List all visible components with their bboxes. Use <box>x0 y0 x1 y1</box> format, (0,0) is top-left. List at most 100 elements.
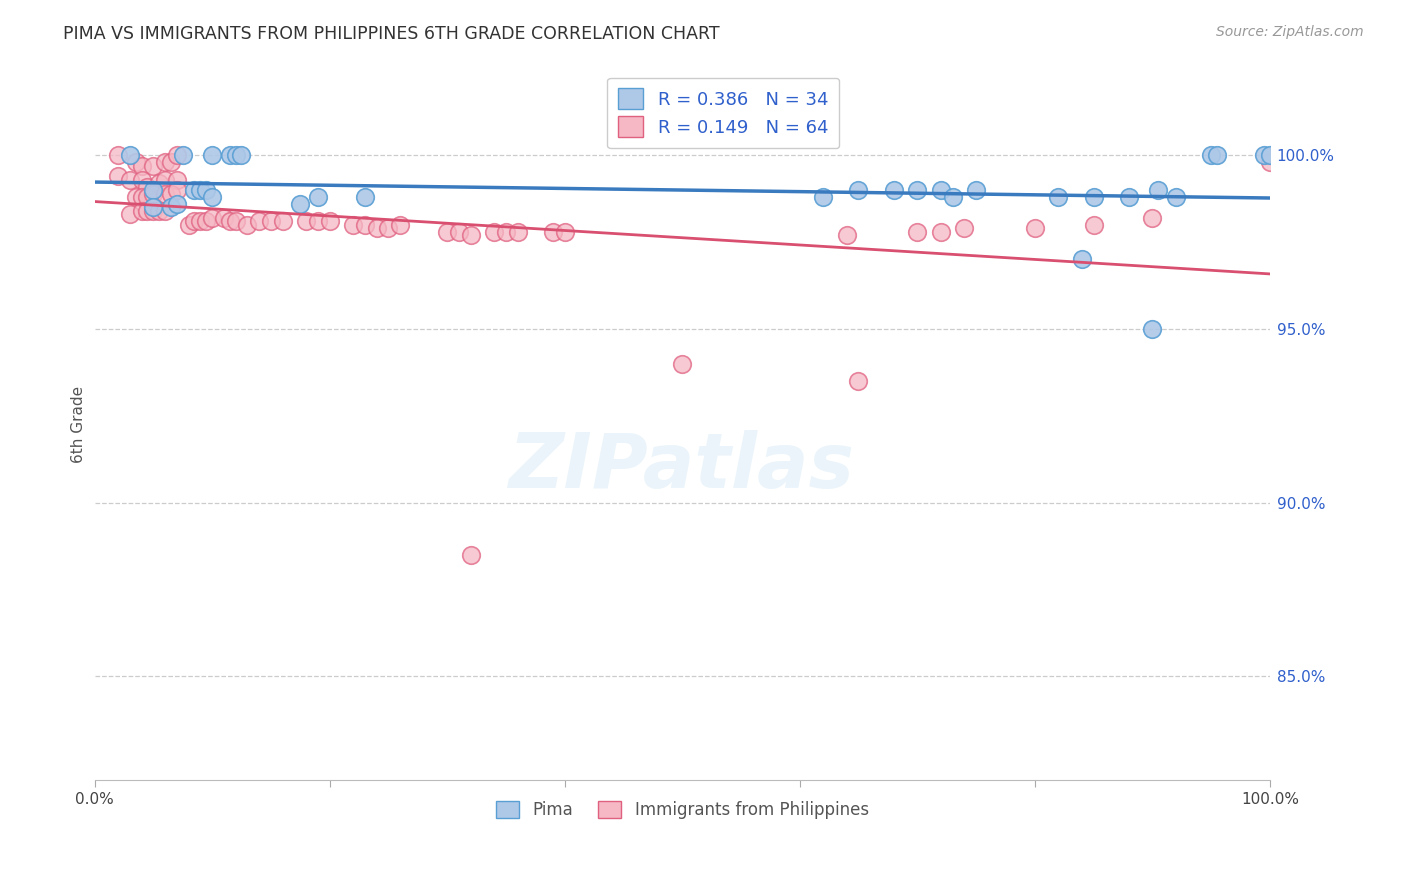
Point <box>218 148 240 162</box>
Point <box>166 197 188 211</box>
Point <box>1199 148 1222 162</box>
Point <box>941 190 963 204</box>
Point <box>307 190 329 204</box>
Point <box>436 225 458 239</box>
Point <box>236 218 259 232</box>
Point <box>183 214 205 228</box>
Point <box>342 218 364 232</box>
Point <box>482 225 505 239</box>
Point <box>131 190 153 204</box>
Point <box>366 221 388 235</box>
Point <box>166 148 188 162</box>
Point <box>460 548 482 562</box>
Point <box>166 172 188 186</box>
Point <box>813 190 835 204</box>
Point <box>125 190 148 204</box>
Point <box>142 203 165 218</box>
Point <box>201 148 224 162</box>
Point <box>153 172 176 186</box>
Point <box>883 183 905 197</box>
Point <box>290 197 312 211</box>
Point <box>142 159 165 173</box>
Point <box>1142 322 1164 336</box>
Point <box>295 214 318 228</box>
Point <box>136 179 159 194</box>
Point <box>177 218 200 232</box>
Point <box>1147 183 1170 197</box>
Point <box>1253 148 1275 162</box>
Point <box>142 183 165 197</box>
Point <box>965 183 987 197</box>
Point <box>201 211 224 225</box>
Point <box>495 225 517 239</box>
Point <box>153 186 176 201</box>
Point <box>153 203 176 218</box>
Point <box>260 214 283 228</box>
Point <box>131 159 153 173</box>
Point <box>307 214 329 228</box>
Point <box>848 374 870 388</box>
Point <box>905 225 928 239</box>
Point <box>1083 218 1105 232</box>
Point <box>953 221 976 235</box>
Point <box>541 225 564 239</box>
Point <box>160 155 183 169</box>
Point <box>354 190 377 204</box>
Point <box>389 218 412 232</box>
Point <box>166 183 188 197</box>
Point <box>195 214 218 228</box>
Point <box>1206 148 1229 162</box>
Point <box>1024 221 1046 235</box>
Point <box>506 225 529 239</box>
Point <box>905 183 928 197</box>
Point <box>125 155 148 169</box>
Point <box>142 201 165 215</box>
Point <box>1142 211 1164 225</box>
Y-axis label: 6th Grade: 6th Grade <box>72 386 86 463</box>
Point <box>225 148 247 162</box>
Point <box>160 201 183 215</box>
Point <box>148 203 170 218</box>
Point <box>107 148 129 162</box>
Point <box>460 228 482 243</box>
Point <box>107 169 129 183</box>
Point <box>1164 190 1187 204</box>
Point <box>183 183 205 197</box>
Point <box>212 211 235 225</box>
Point <box>136 203 159 218</box>
Point <box>231 148 253 162</box>
Point <box>671 357 693 371</box>
Point <box>835 228 858 243</box>
Point <box>1070 252 1092 267</box>
Point <box>247 214 270 228</box>
Point <box>1258 148 1281 162</box>
Point <box>188 214 211 228</box>
Point <box>929 225 952 239</box>
Point <box>148 176 170 190</box>
Point <box>136 190 159 204</box>
Legend: Pima, Immigrants from Philippines: Pima, Immigrants from Philippines <box>489 794 876 825</box>
Text: Source: ZipAtlas.com: Source: ZipAtlas.com <box>1216 25 1364 39</box>
Point <box>218 214 240 228</box>
Point <box>118 172 141 186</box>
Point <box>201 190 224 204</box>
Point <box>131 203 153 218</box>
Point <box>172 148 194 162</box>
Point <box>848 183 870 197</box>
Point <box>271 214 294 228</box>
Point <box>225 214 247 228</box>
Text: PIMA VS IMMIGRANTS FROM PHILIPPINES 6TH GRADE CORRELATION CHART: PIMA VS IMMIGRANTS FROM PHILIPPINES 6TH … <box>63 25 720 43</box>
Point <box>929 183 952 197</box>
Point <box>153 155 176 169</box>
Point <box>1118 190 1140 204</box>
Point <box>1258 155 1281 169</box>
Point <box>354 218 377 232</box>
Point <box>377 221 399 235</box>
Point <box>1047 190 1070 204</box>
Text: ZIPatlas: ZIPatlas <box>509 430 855 504</box>
Point <box>188 183 211 197</box>
Point <box>554 225 576 239</box>
Point <box>160 186 183 201</box>
Point <box>131 172 153 186</box>
Point <box>118 148 141 162</box>
